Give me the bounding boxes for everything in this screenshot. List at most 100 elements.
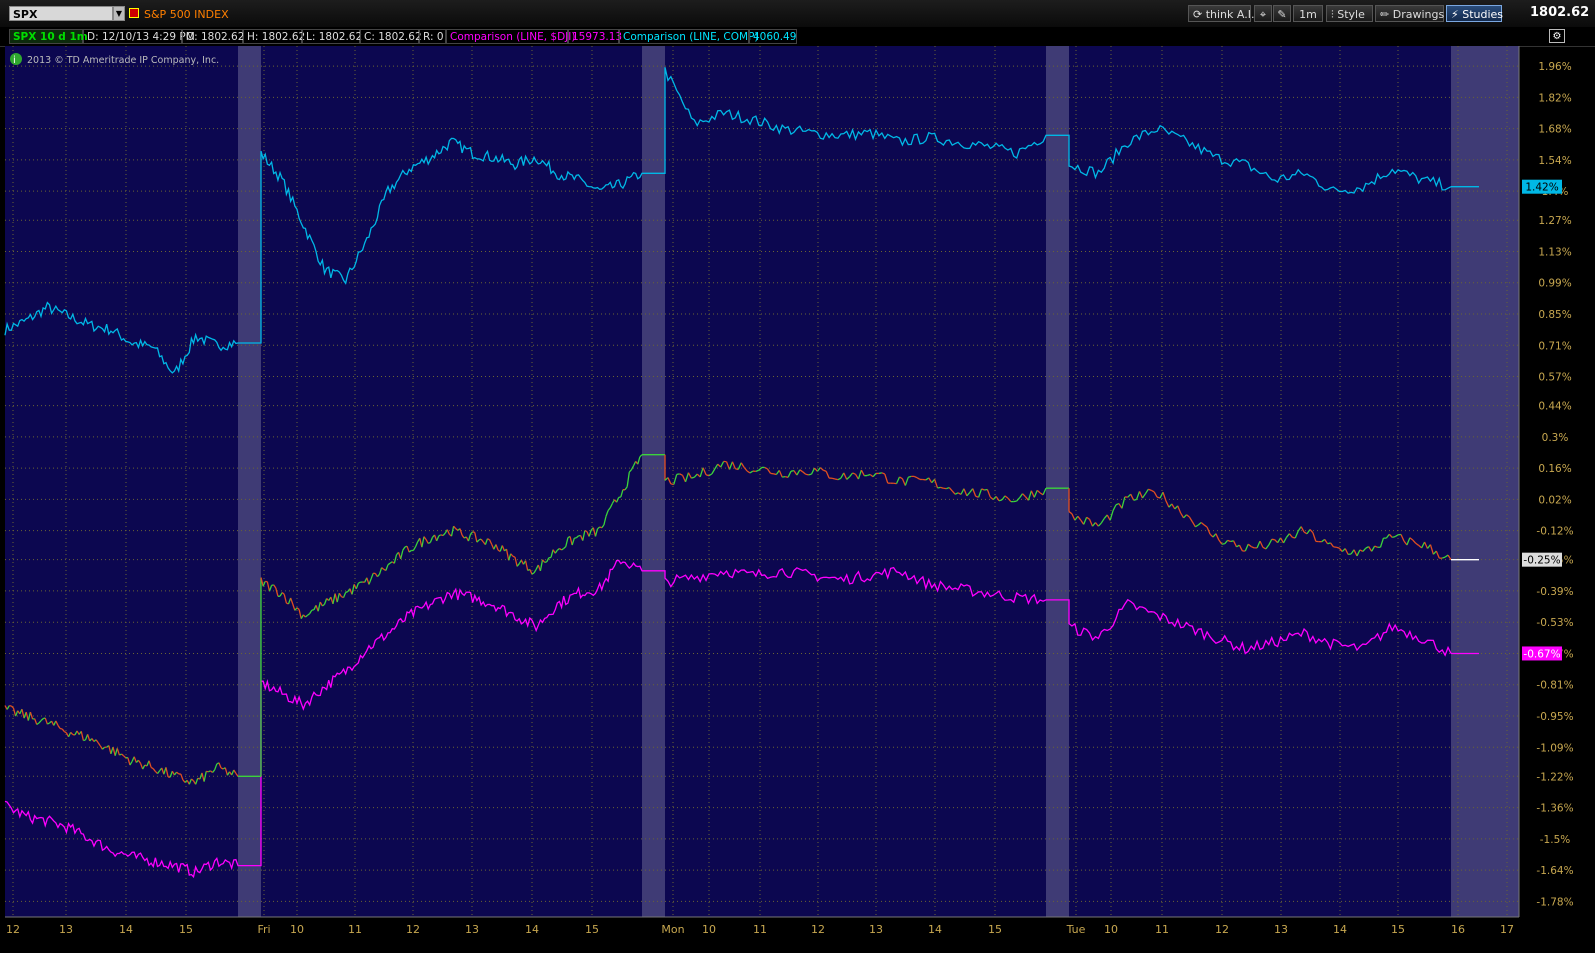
- think-ai-button[interactable]: ⟳ think A.I.: [1188, 5, 1254, 22]
- spx-segment: [691, 476, 695, 479]
- spx-segment: [916, 477, 921, 481]
- y-tick-label: -0.12%: [1536, 526, 1573, 538]
- spx-segment: [1429, 544, 1434, 555]
- spx-segment: [275, 587, 279, 597]
- spx-segment: [1432, 550, 1437, 555]
- spx-segment: [1180, 512, 1185, 519]
- spx-segment: [1186, 514, 1190, 518]
- x-tick-label: 15: [1391, 923, 1405, 936]
- spx-segment: [1144, 488, 1149, 495]
- spx-segment: [895, 476, 901, 484]
- spx-segment: [834, 478, 839, 481]
- spx-segment: [336, 593, 340, 603]
- spx-segment: [597, 526, 601, 530]
- spx-segment: [1341, 548, 1346, 552]
- wrench-icon[interactable]: ✎: [1273, 5, 1291, 22]
- x-tick-label: 11: [348, 923, 362, 936]
- timeframe-button[interactable]: 1m: [1293, 5, 1323, 22]
- spx-segment: [960, 488, 965, 495]
- drawings-button[interactable]: ✏ Drawings: [1375, 5, 1444, 22]
- spx-segment: [491, 544, 495, 550]
- spx-segment: [1127, 493, 1132, 498]
- comparison-dji-label[interactable]: Comparison (LINE, $DJI): [446, 29, 575, 44]
- y-tick-label: 0.57%: [1538, 372, 1571, 384]
- bar-close: C: 1802.62: [360, 29, 422, 44]
- spx-segment: [6, 705, 10, 710]
- spx-segment: [1288, 533, 1293, 538]
- spx-segment: [450, 525, 455, 537]
- spx-segment: [758, 466, 763, 471]
- chart-settings-icon[interactable]: ⚙: [1549, 29, 1565, 43]
- spx-segment: [446, 529, 450, 535]
- spx-segment: [484, 538, 489, 545]
- spx-segment: [735, 468, 739, 471]
- spx-segment: [624, 486, 628, 491]
- x-tick-label: 13: [869, 923, 883, 936]
- spx-segment: [563, 546, 567, 549]
- spx-segment: [937, 486, 941, 489]
- x-tick-label: 11: [1155, 923, 1169, 936]
- bar-open: O: 1802.62: [182, 29, 244, 44]
- spx-segment: [1330, 542, 1334, 548]
- spx-segment: [478, 538, 482, 541]
- spx-segment: [1388, 533, 1393, 538]
- spx-segment: [846, 476, 851, 480]
- spx-segment: [810, 467, 816, 475]
- spx-segment: [1042, 487, 1047, 496]
- spx-segment: [1338, 547, 1343, 552]
- spx-segment: [1385, 533, 1390, 539]
- last-value-badge: [1522, 179, 1562, 194]
- spx-segment: [436, 535, 440, 542]
- spx-segment: [981, 488, 985, 491]
- spx-segment: [975, 495, 979, 498]
- spx-segment: [787, 470, 792, 478]
- info-icon[interactable]: [10, 53, 22, 65]
- x-tick-label: 15: [585, 923, 599, 936]
- spx-segment: [501, 545, 506, 552]
- spx-segment: [171, 770, 176, 776]
- spx-segment: [14, 710, 19, 717]
- spx-segment: [321, 603, 325, 607]
- spx-segment: [1159, 491, 1164, 499]
- x-tick-label: 15: [179, 923, 193, 936]
- x-tick-label: 16: [1451, 923, 1465, 936]
- spx-segment: [849, 472, 854, 478]
- spx-segment: [775, 470, 780, 475]
- bar-low: L: 1802.62: [302, 29, 362, 44]
- symbol-input[interactable]: SPX: [9, 6, 113, 21]
- spx-segment: [36, 722, 40, 726]
- spx-segment: [121, 753, 125, 757]
- spx-segment: [1200, 522, 1205, 526]
- studies-button[interactable]: ⚡ Studies: [1446, 5, 1503, 22]
- spx-segment: [1274, 539, 1279, 544]
- y-tick-label: 1.96%: [1538, 61, 1571, 73]
- spx-segment: [12, 707, 17, 717]
- spx-segment: [1027, 490, 1032, 501]
- y-tick-label: 1.27%: [1538, 215, 1571, 227]
- spx-segment: [934, 479, 939, 489]
- spx-segment: [778, 470, 783, 478]
- style-button[interactable]: ⫶ Style: [1326, 5, 1373, 22]
- spx-segment: [266, 581, 271, 592]
- crosshair-icon[interactable]: ⌖: [1254, 5, 1272, 22]
- spx-segment: [1188, 516, 1193, 523]
- spx-segment: [1077, 515, 1082, 521]
- spx-segment: [755, 469, 760, 472]
- pencil-icon: ✏: [1380, 8, 1390, 21]
- spx-segment: [531, 572, 535, 575]
- chevron-down-icon[interactable]: ▼: [113, 6, 125, 21]
- symbol-period-label[interactable]: SPX 10 d 1m: [9, 29, 88, 44]
- spx-segment: [620, 489, 624, 498]
- x-tick-label: 12: [6, 923, 20, 936]
- spx-segment: [1303, 531, 1308, 535]
- spx-segment: [55, 720, 59, 726]
- spx-segment: [480, 538, 484, 543]
- spx-segment: [524, 560, 529, 571]
- flag-icon[interactable]: [129, 8, 139, 18]
- spx-segment: [1162, 491, 1167, 502]
- spx-segment: [693, 473, 698, 478]
- comparison-comp-label[interactable]: Comparison (LINE, COMP): [619, 29, 759, 44]
- price-chart[interactable]: 1.96%1.82%1.68%1.54%1.4%1.27%1.13%0.99%0…: [0, 46, 1595, 953]
- spx-segment: [869, 473, 874, 478]
- spx-segment: [516, 563, 520, 567]
